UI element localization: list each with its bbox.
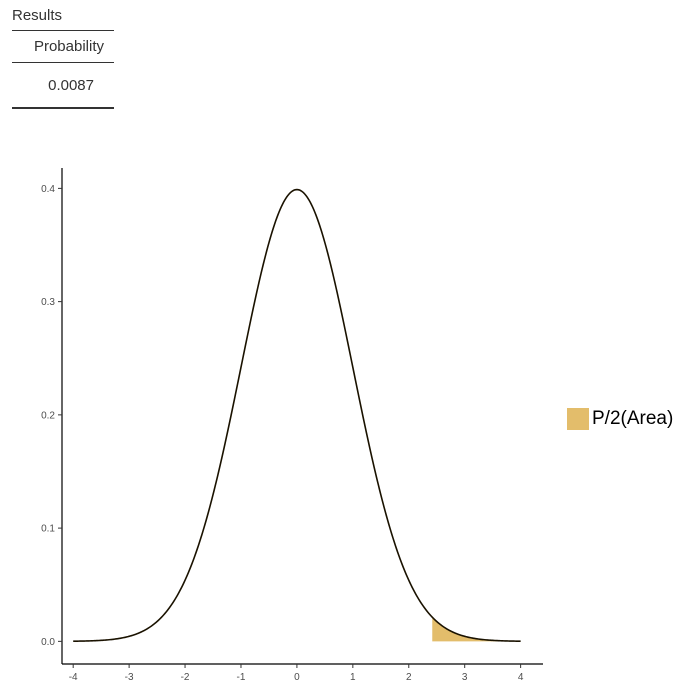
x-tick-label: 1 [350, 672, 356, 683]
table-row: 0.0087 [12, 62, 114, 109]
x-tick-label: 4 [518, 672, 524, 683]
x-tick-label: -2 [181, 672, 190, 683]
legend-swatch [567, 408, 589, 430]
probability-column-header: Probability [12, 31, 114, 63]
axes-layer: -4 -3 -2 -1 0 1 2 3 4 0.0 0.1 0.2 0.3 0.4 [41, 168, 543, 683]
shade-layer [432, 617, 521, 642]
results-panel: Results Probability 0.0087 [12, 0, 114, 109]
x-tick-label: -1 [237, 672, 246, 683]
results-table: Probability 0.0087 [12, 31, 114, 109]
results-header-row: Probability [12, 31, 114, 63]
legend-label: P/2(Area) [592, 408, 674, 429]
y-tick-label: 0.3 [41, 297, 55, 308]
legend: P/2(Area) [567, 408, 673, 430]
x-tick-label: 3 [462, 672, 468, 683]
probability-value: 0.0087 [12, 62, 114, 109]
x-tick-label: 0 [294, 672, 300, 683]
y-tick-label: 0.0 [41, 637, 55, 648]
density-curve [73, 188, 521, 642]
curve-layer [73, 188, 521, 642]
x-tick-label: -4 [69, 672, 78, 683]
y-tick-label: 0.1 [41, 524, 55, 535]
x-tick-label: 2 [406, 672, 412, 683]
results-heading: Results [12, 0, 114, 31]
y-tick-label: 0.2 [41, 410, 55, 421]
x-tick-label: -3 [125, 672, 134, 683]
y-tick-label: 0.4 [41, 184, 55, 195]
shaded-tail-area [432, 617, 521, 642]
